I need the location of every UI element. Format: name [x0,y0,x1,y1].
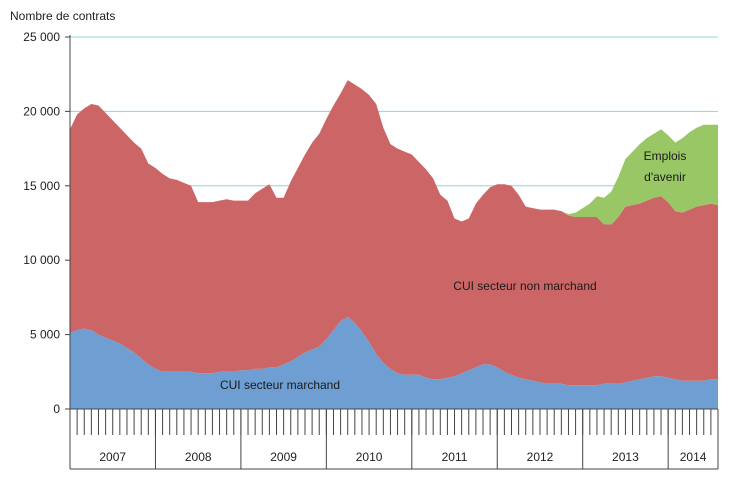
y-tick-label: 15 000 [23,179,60,193]
y-axis-label: Nombre de contrats [10,9,115,23]
area-series-0: CUI secteur marchand [70,316,718,409]
y-axis: 0 5 000 10 000 15 000 20 000 25 000 [23,30,71,416]
y-tick-label: 20 000 [23,104,60,118]
x-tick-label: 2010 [356,450,383,464]
x-tick-label: 2011 [442,450,468,464]
y-tick-label: 0 [53,402,60,416]
y-tick-label: 5 000 [30,328,60,342]
x-tick-label: 2012 [527,450,554,464]
x-tick-label: 2013 [612,450,639,464]
x-tick-label: 2008 [185,450,212,464]
series-annotation: d'avenir [644,170,686,184]
x-tick-label: 2009 [270,450,297,464]
x-tick-label: 2007 [99,450,126,464]
series-annotation: CUI secteur marchand [220,378,340,392]
y-tick-label: 10 000 [23,253,60,267]
series-annotation: Emplois [644,149,687,163]
x-axis: 2007 2008 2009 2010 2011 2012 2013 2014 [69,408,719,470]
area-series-1: CUI secteur non marchand [70,80,718,386]
plot-area: CUI secteur marchand CUI secteur non marc… [70,80,718,409]
y-tick-label: 25 000 [23,30,60,44]
x-tick-label: 2014 [680,450,707,464]
annotations: Emplois d'avenir CUI secteur non marchand C… [220,149,686,392]
series-annotation: CUI secteur non marchand [453,279,596,293]
